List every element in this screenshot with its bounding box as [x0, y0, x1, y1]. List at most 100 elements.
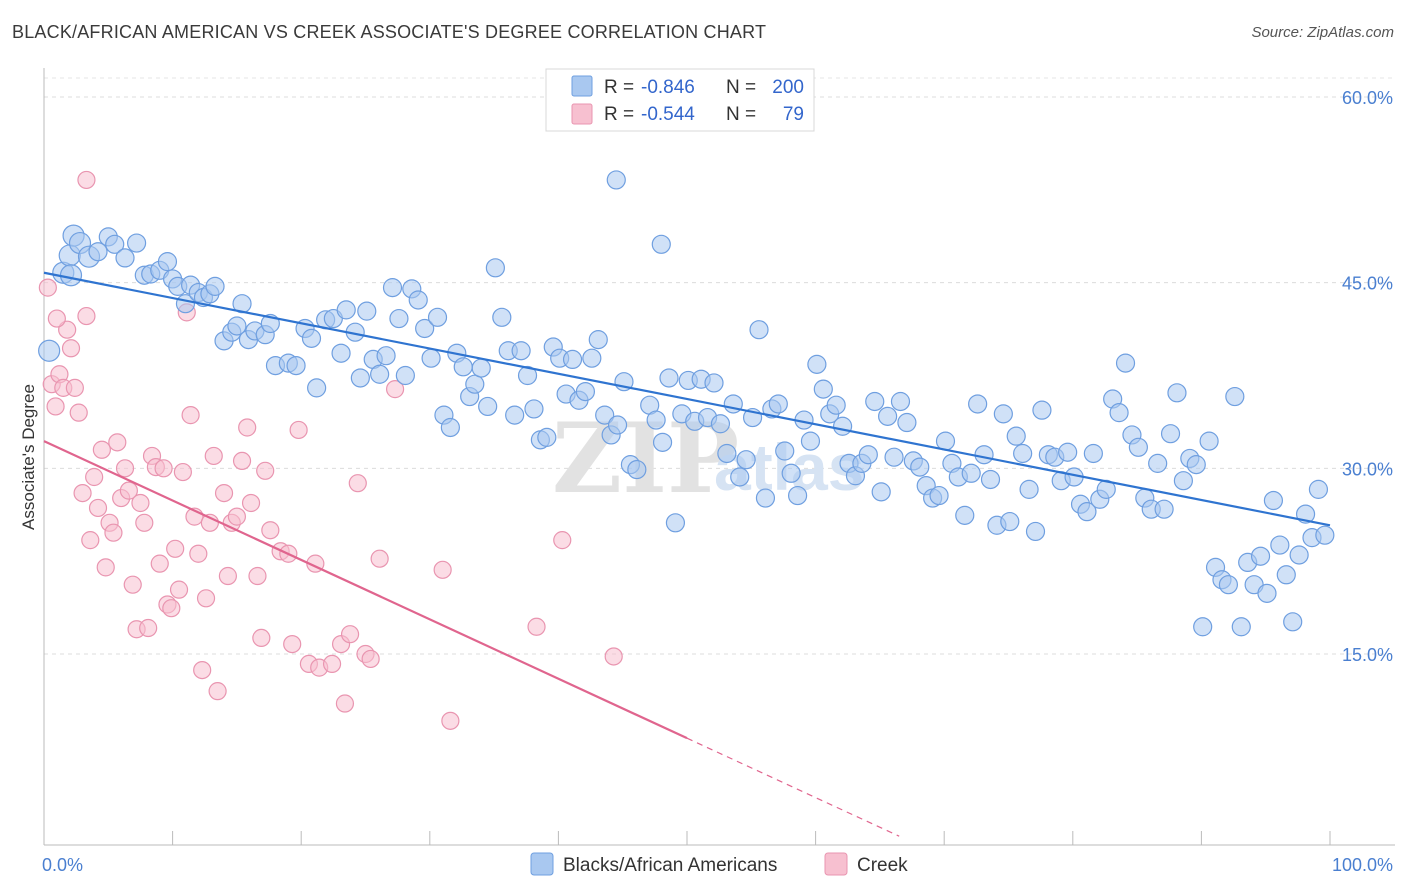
black-point: [1199, 431, 1219, 451]
creek-point: [150, 554, 169, 573]
legend-r-label-2: R =: [604, 104, 634, 125]
legend-n-label-1: N =: [726, 77, 756, 98]
black-point: [1148, 453, 1168, 473]
black-point: [813, 379, 833, 399]
legend-swatch-blue: [571, 75, 593, 97]
creek-point: [181, 406, 200, 425]
creek-point: [193, 660, 212, 680]
black-point: [800, 431, 821, 451]
black-point: [1077, 502, 1097, 522]
creek-point: [289, 420, 308, 440]
black-point: [659, 368, 679, 388]
black-point: [336, 300, 356, 320]
black-point: [517, 365, 538, 386]
creek-point: [123, 575, 142, 594]
black-point: [421, 348, 441, 368]
black-point: [478, 396, 498, 417]
black-points: [38, 170, 1335, 637]
black-point: [157, 252, 178, 272]
creek-trend-line: [43, 440, 688, 740]
y-tick-label: 45.0%: [1342, 274, 1393, 294]
black-point: [1308, 479, 1329, 499]
black-point: [980, 469, 1001, 490]
creek-point: [77, 306, 96, 326]
black-point: [350, 368, 370, 388]
creek-point: [208, 682, 227, 701]
black-point: [1225, 386, 1245, 407]
creek-point: [348, 474, 367, 493]
creek-point: [166, 539, 185, 558]
black-point: [88, 242, 108, 262]
black-point: [865, 391, 885, 412]
black-point: [408, 290, 428, 310]
creek-point: [96, 558, 115, 577]
creek-point: [241, 493, 261, 513]
black-point: [382, 278, 403, 298]
black-point: [929, 485, 949, 506]
creek-point: [196, 589, 216, 608]
y-tick-label: 30.0%: [1342, 459, 1393, 479]
creek-point: [108, 433, 127, 452]
black-point: [126, 233, 147, 253]
creek-point: [92, 440, 111, 459]
black-point: [537, 427, 557, 447]
black-point: [1250, 546, 1271, 566]
black-point: [935, 431, 956, 451]
y-tick-label: 15.0%: [1342, 645, 1393, 665]
black-point: [1231, 617, 1251, 637]
legend-r-label-1: R =: [604, 77, 634, 98]
legend-swatch-pink: [571, 103, 593, 125]
grid-lines: [44, 77, 1395, 655]
black-point: [884, 447, 904, 467]
creek-point: [139, 618, 158, 638]
creek-point: [238, 418, 257, 437]
creek-point: [77, 170, 96, 190]
black-point: [588, 330, 608, 350]
black-point: [652, 432, 673, 452]
black-point: [1058, 442, 1078, 462]
creek-point: [154, 459, 173, 478]
black-point: [1128, 437, 1148, 457]
creek-point: [204, 446, 223, 466]
creek-point: [81, 531, 100, 550]
black-point: [1109, 403, 1129, 423]
creek-point: [88, 498, 108, 518]
creek-point: [227, 507, 246, 526]
creek-point: [61, 339, 81, 358]
black-point: [787, 485, 808, 506]
black-point: [993, 404, 1013, 424]
black-point: [1025, 521, 1046, 542]
black-point: [505, 405, 525, 425]
creek-point: [104, 523, 123, 542]
black-point: [1006, 426, 1026, 446]
black-point: [736, 450, 756, 470]
creek-point: [361, 649, 380, 669]
black-point: [595, 405, 615, 425]
black-point: [1283, 612, 1303, 632]
black-point: [858, 445, 878, 465]
y-tick-labels: 15.0% 30.0% 45.0% 60.0%: [1342, 88, 1393, 665]
black-point: [1218, 575, 1239, 595]
chart-title: BLACK/AFRICAN AMERICAN VS CREEK ASSOCIAT…: [12, 22, 767, 42]
black-point: [415, 318, 435, 339]
black-point: [910, 457, 930, 477]
creek-trend-extension: [686, 737, 900, 837]
y-tick-label: 60.0%: [1342, 88, 1393, 108]
black-point: [440, 417, 460, 438]
creek-point: [261, 521, 280, 540]
black-point: [205, 276, 225, 296]
legend-r-value-2: -0.544: [641, 104, 695, 125]
black-point: [651, 234, 671, 254]
black-point: [755, 488, 776, 508]
creek-point: [248, 566, 267, 586]
creek-point: [256, 461, 275, 480]
black-point: [1013, 443, 1033, 464]
black-point: [897, 412, 917, 433]
black-point: [1289, 545, 1309, 565]
creek-point: [385, 380, 405, 399]
black-point: [395, 365, 415, 386]
black-point: [38, 339, 61, 362]
black-point: [1167, 383, 1187, 403]
creek-point: [553, 531, 572, 550]
black-point: [749, 320, 769, 340]
